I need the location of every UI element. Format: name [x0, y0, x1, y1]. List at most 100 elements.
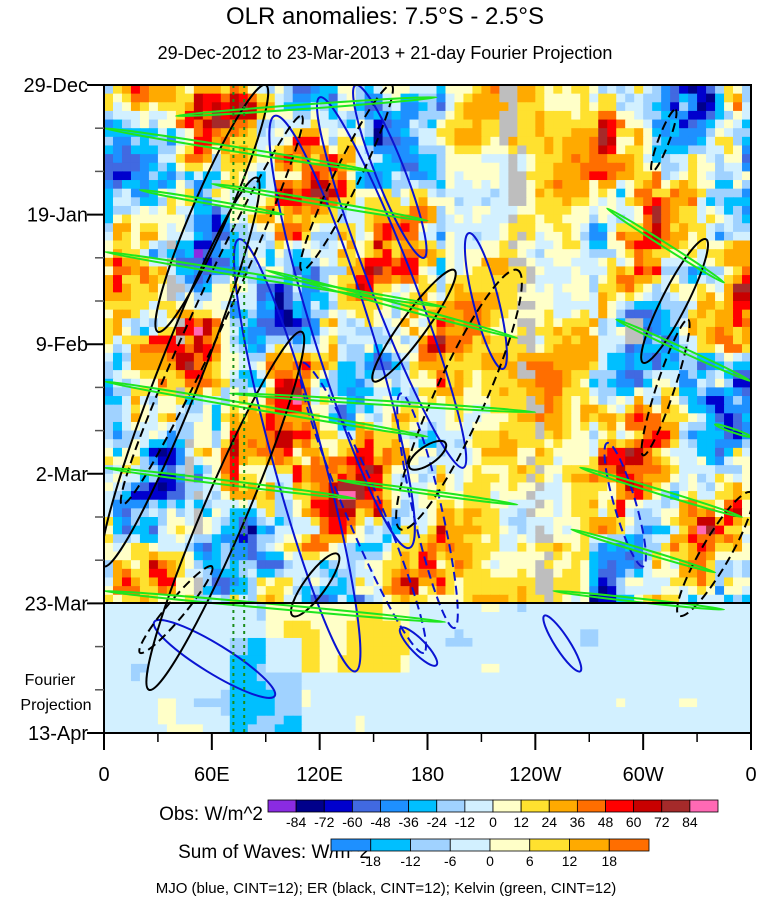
heatmap-cell	[319, 439, 330, 449]
heatmap-cell	[436, 205, 447, 216]
heatmap-cell	[706, 162, 716, 172]
heatmap-cell	[229, 542, 240, 553]
heatmap-cell	[202, 465, 213, 475]
heatmap-cell	[373, 517, 384, 527]
heatmap-cell	[571, 404, 581, 414]
heatmap-cell	[121, 292, 132, 302]
heatmap-cell	[490, 154, 500, 164]
heatmap-cell	[229, 663, 240, 674]
heatmap-cell	[121, 491, 132, 501]
heatmap-cell	[481, 85, 492, 95]
heatmap-cell	[652, 128, 662, 138]
heatmap-cell	[688, 655, 698, 665]
heatmap-cell	[256, 491, 267, 501]
heatmap-cell	[157, 119, 168, 129]
heatmap-cell	[130, 421, 141, 432]
heatmap-cell	[148, 560, 159, 570]
heatmap-cell	[121, 499, 132, 509]
heatmap-cell	[679, 162, 689, 172]
heatmap-cell	[256, 551, 267, 561]
heatmap-cell	[319, 214, 330, 224]
heatmap-cell	[157, 301, 168, 311]
heatmap-cell	[346, 171, 357, 181]
heatmap-cell	[121, 525, 132, 535]
heatmap-cell	[526, 309, 536, 319]
heatmap-cell	[445, 637, 456, 648]
heatmap-cell	[445, 283, 456, 293]
heatmap-cell	[130, 681, 141, 691]
heatmap-cell	[526, 551, 536, 561]
heatmap-cell	[571, 309, 581, 319]
heatmap-cell	[526, 318, 536, 328]
heatmap-cell	[373, 594, 384, 604]
heatmap-cell	[643, 102, 653, 112]
heatmap-cell	[589, 93, 599, 103]
heatmap-cell	[265, 188, 276, 198]
heatmap-cell	[697, 586, 707, 596]
heatmap-cell	[661, 240, 671, 250]
heatmap-cell	[544, 309, 554, 319]
heatmap-cell	[283, 681, 294, 691]
heatmap-cell	[526, 525, 536, 535]
heatmap-cell	[526, 93, 536, 103]
heatmap-cell	[733, 197, 743, 207]
heatmap-cell	[679, 240, 689, 250]
heatmap-cell	[427, 145, 438, 155]
heatmap-cell	[274, 266, 285, 276]
heatmap-cell	[283, 447, 294, 458]
heatmap-cell	[274, 447, 285, 458]
heatmap-cell	[139, 119, 150, 129]
heatmap-cell	[571, 672, 581, 682]
heatmap-cell	[535, 473, 545, 484]
heatmap-cell	[688, 318, 698, 328]
heatmap-cell	[544, 283, 554, 293]
heatmap-cell	[733, 672, 743, 682]
heatmap-cell	[436, 517, 447, 527]
heatmap-cell	[175, 430, 186, 440]
heatmap-cell	[211, 603, 222, 613]
heatmap-cell	[562, 370, 572, 380]
heatmap-cell	[544, 378, 554, 388]
heatmap-cell	[535, 162, 545, 172]
heatmap-cell	[706, 577, 716, 587]
heatmap-cell	[661, 292, 671, 302]
heatmap-cell	[508, 249, 518, 259]
heatmap-cell	[256, 612, 267, 622]
heatmap-cell	[202, 517, 213, 527]
heatmap-cell	[571, 629, 581, 639]
heatmap-cell	[130, 197, 141, 207]
heatmap-cell	[445, 188, 456, 198]
heatmap-cell	[490, 482, 500, 492]
heatmap-cell	[661, 309, 671, 319]
heatmap-cell	[715, 447, 725, 458]
heatmap-cell	[418, 629, 429, 639]
heatmap-cell	[166, 128, 177, 138]
heatmap-cell	[130, 240, 141, 250]
heatmap-cell	[364, 301, 375, 311]
heatmap-cell	[229, 491, 240, 501]
heatmap-cell	[589, 85, 599, 95]
heatmap-cell	[292, 326, 303, 337]
heatmap-cell	[211, 465, 222, 475]
heatmap-cell	[418, 344, 429, 354]
heatmap-cell	[589, 672, 599, 682]
heatmap-cell	[382, 655, 393, 665]
heatmap-cell	[670, 136, 680, 147]
heatmap-cell	[130, 344, 141, 354]
heatmap-cell	[112, 283, 123, 293]
heatmap-cell	[247, 672, 258, 682]
heatmap-cell	[733, 517, 743, 527]
heatmap-cell	[634, 257, 644, 268]
heatmap-cell	[184, 663, 195, 674]
heatmap-cell	[535, 560, 545, 570]
heatmap-cell	[274, 629, 285, 639]
heatmap-cell	[688, 534, 698, 544]
heatmap-cell	[364, 439, 375, 449]
heatmap-cell	[112, 577, 123, 587]
heatmap-cell	[211, 646, 222, 656]
heatmap-cell	[670, 525, 680, 535]
heatmap-cell	[463, 85, 474, 95]
heatmap-cell	[355, 586, 366, 596]
heatmap-cell	[427, 508, 438, 518]
heatmap-cell	[391, 128, 402, 138]
